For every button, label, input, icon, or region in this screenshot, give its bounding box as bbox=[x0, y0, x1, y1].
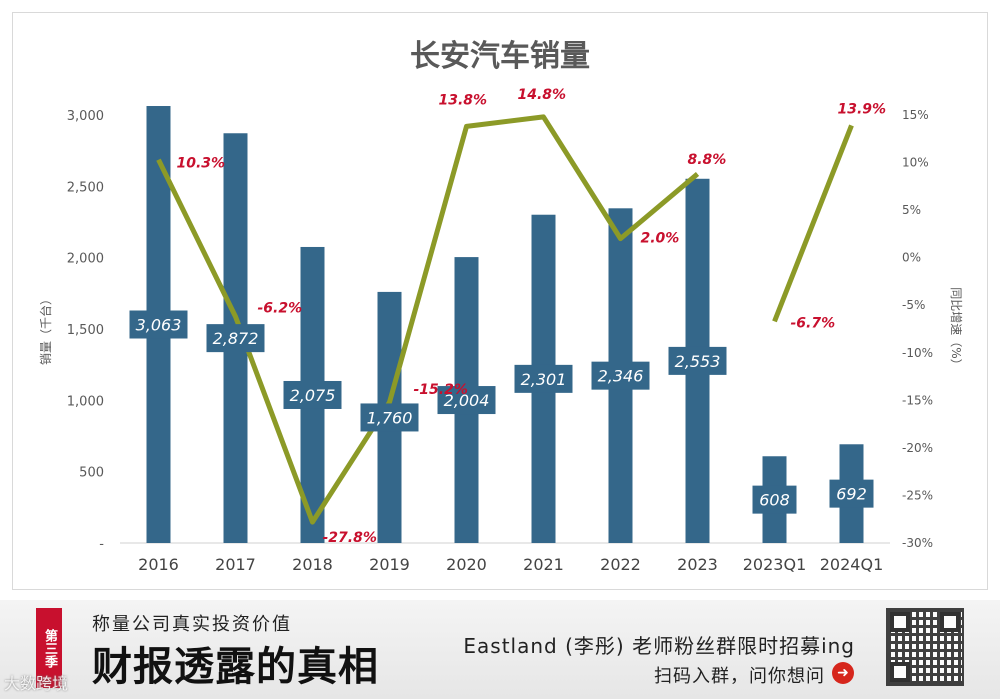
watermark: 大数跨境 bbox=[4, 674, 69, 693]
slogan-big: 财报透露的真相 bbox=[92, 643, 379, 690]
y-right-tick-label: -20% bbox=[902, 441, 933, 455]
growth-value-label: -6.7% bbox=[791, 315, 836, 331]
bar-value-label: 2,553 bbox=[675, 352, 721, 371]
bar-value-label: 3,063 bbox=[136, 316, 182, 335]
bar-value-box bbox=[514, 364, 573, 393]
bar-value-box bbox=[206, 324, 265, 353]
scan-text: 扫码入群，问你想问 bbox=[654, 666, 825, 687]
growth-value-label: 8.8% bbox=[688, 152, 727, 168]
bar-value-box bbox=[437, 386, 496, 415]
x-tick-label: 2023 bbox=[677, 555, 718, 574]
slogan-small: 称量公司真实投资价值 bbox=[92, 614, 292, 635]
y-right-tick-label: 15% bbox=[902, 108, 929, 122]
y-right-tick-label: -15% bbox=[902, 393, 933, 407]
growth-value-label: 10.3% bbox=[177, 156, 226, 172]
season-badge: 第三季 bbox=[36, 608, 62, 688]
bar-value-box bbox=[829, 479, 874, 508]
y-left-tick-label: 2,500 bbox=[67, 180, 104, 195]
y-right-tick-label: 10% bbox=[902, 156, 929, 170]
growth-value-label: -27.8% bbox=[323, 530, 377, 546]
y-left-tick-label: 1,500 bbox=[67, 323, 104, 338]
growth-value-label: 2.0% bbox=[641, 231, 680, 247]
bar-value-box bbox=[360, 403, 419, 432]
growth-value-label: 13.8% bbox=[439, 92, 488, 108]
y-left-tick-label: - bbox=[99, 537, 104, 552]
bar-value-box bbox=[752, 485, 797, 514]
recruit-text: Eastland (李彤) 老师粉丝群限时招募ing bbox=[463, 634, 855, 658]
x-tick-label: 2023Q1 bbox=[743, 555, 807, 574]
x-tick-label: 2018 bbox=[292, 555, 333, 574]
x-tick-label: 2016 bbox=[138, 555, 179, 574]
bar-value-label: 2,075 bbox=[290, 386, 336, 405]
y-right-tick-label: -10% bbox=[902, 346, 933, 360]
bar-value-label: 2,346 bbox=[598, 367, 644, 386]
growth-value-label: 13.9% bbox=[838, 101, 887, 117]
bar-value-box bbox=[129, 310, 188, 339]
bar-value-box bbox=[283, 380, 342, 409]
y-right-tick-label: 0% bbox=[902, 251, 921, 265]
chart-frame bbox=[12, 12, 988, 590]
y-right-tick-label: -30% bbox=[902, 536, 933, 550]
y-left-tick-label: 3,000 bbox=[67, 109, 104, 124]
y-left-tick-label: 2,000 bbox=[67, 252, 104, 267]
bar-value-label: 2,004 bbox=[444, 391, 490, 410]
sales-chart: 长安汽车销量 - 500 1,000 1,500 2,000 2,500 3,000 -30% -… bbox=[38, 39, 963, 574]
bar-value-label: 692 bbox=[836, 485, 867, 504]
growth-value-label: 14.8% bbox=[518, 87, 567, 103]
right-arrow-icon[interactable]: ➜ bbox=[832, 662, 854, 684]
x-tick-label: 2020 bbox=[446, 555, 487, 574]
growth-line bbox=[772, 124, 854, 323]
growth-value-label: -6.2% bbox=[258, 301, 303, 317]
bar-value-box bbox=[591, 361, 650, 390]
bar-value-label: 2,301 bbox=[521, 370, 567, 389]
x-tick-label: 2019 bbox=[369, 555, 410, 574]
y-right-axis-title: 同比增速（%） bbox=[949, 287, 963, 370]
x-tick-label: 2024Q1 bbox=[820, 555, 884, 574]
bar-value-box bbox=[668, 346, 727, 375]
growth-value-label: -15.2% bbox=[414, 382, 468, 398]
bar-value-label: 2,872 bbox=[213, 329, 259, 348]
y-right-tick-label: -25% bbox=[902, 488, 933, 502]
y-left-axis-title: 销量（千台） bbox=[38, 293, 53, 365]
x-tick-label: 2022 bbox=[600, 555, 641, 574]
y-right-tick-label: -5% bbox=[902, 298, 925, 312]
y-left-tick-label: 1,000 bbox=[67, 394, 104, 409]
x-tick-label: 2021 bbox=[523, 555, 564, 574]
promo-banner: 第三季 称量公司真实投资价值 财报透露的真相 Eastland (李彤) 老师粉… bbox=[0, 600, 1000, 699]
x-tick-label: 2017 bbox=[215, 555, 256, 574]
y-right-tick-label: 5% bbox=[902, 203, 921, 217]
y-left-tick-label: 500 bbox=[79, 466, 104, 481]
bar-value-label: 608 bbox=[759, 491, 790, 510]
chart-title: 长安汽车销量 bbox=[410, 39, 590, 74]
qr-code-icon[interactable] bbox=[886, 608, 964, 686]
bar-value-label: 1,760 bbox=[367, 408, 413, 427]
